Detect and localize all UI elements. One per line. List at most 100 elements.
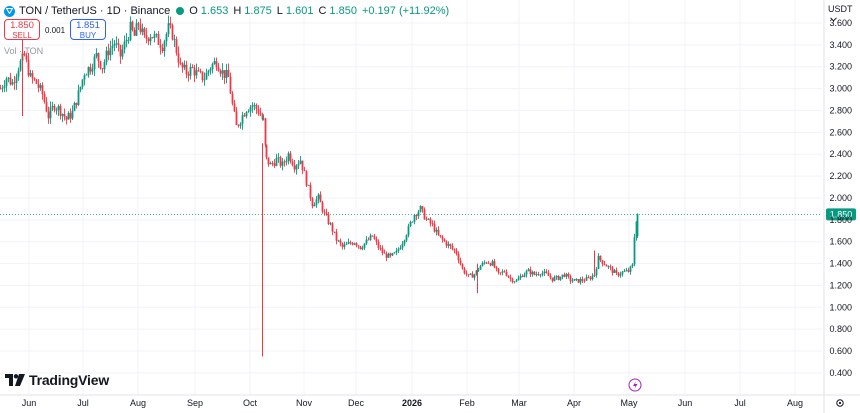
candle-up xyxy=(123,35,126,54)
candle-down xyxy=(261,112,264,121)
x-tick-label: Mar xyxy=(511,398,527,408)
candle-down xyxy=(453,248,456,254)
candle-up xyxy=(633,233,636,267)
candle-down xyxy=(415,214,418,221)
volume-legend[interactable]: Vol · TON xyxy=(4,46,44,56)
y-tick-label: 1.400 xyxy=(829,259,852,269)
y-tick-label: 3.000 xyxy=(829,84,852,94)
candle-down xyxy=(551,277,554,283)
candle-up xyxy=(5,76,8,92)
brand-name: TradingView xyxy=(29,372,110,388)
candle-down xyxy=(601,259,604,267)
candle-down xyxy=(615,267,618,275)
candle-down xyxy=(441,235,444,243)
candle-down xyxy=(177,46,180,68)
candle-up xyxy=(393,251,396,254)
candle-up xyxy=(113,39,116,52)
candle-down xyxy=(257,105,260,116)
sell-price: 1.850 xyxy=(10,20,34,31)
candle-up xyxy=(95,48,98,59)
candle-down xyxy=(23,50,26,57)
candle-down xyxy=(521,274,524,278)
candle-down xyxy=(75,102,78,109)
candle-down xyxy=(157,31,160,46)
x-tick-label: 2026 xyxy=(402,398,422,408)
candle-up xyxy=(183,60,186,70)
candle-down xyxy=(489,262,492,267)
candle-up xyxy=(211,62,214,74)
candle-down xyxy=(197,67,200,72)
candle-down xyxy=(45,97,48,113)
candle-up xyxy=(573,278,576,281)
candle-up xyxy=(413,213,416,225)
candle-down xyxy=(215,57,218,71)
gear-icon[interactable] xyxy=(836,399,844,407)
candle-down xyxy=(545,269,548,274)
candle-up xyxy=(597,253,600,270)
y-tick-label: 0.800 xyxy=(829,324,852,334)
candle-down xyxy=(323,209,326,216)
low-label: L xyxy=(276,5,283,17)
candle-down xyxy=(439,235,442,238)
y-tick-label: 0.600 xyxy=(829,346,852,356)
candle-up xyxy=(491,259,494,266)
candle-up xyxy=(435,227,438,236)
low-value: 1.601 xyxy=(285,5,314,17)
candle-up xyxy=(167,15,170,38)
candle-down xyxy=(425,216,428,222)
sell-button[interactable]: 1.850 SELL xyxy=(4,19,40,40)
candle-down xyxy=(359,246,362,250)
candle-down xyxy=(0,84,2,90)
candle-up xyxy=(221,63,224,80)
y-tick-label: 3.600 xyxy=(829,18,852,28)
candle-down xyxy=(465,270,468,277)
candle-down xyxy=(99,60,102,70)
candle-down xyxy=(385,251,388,262)
currency-selector[interactable]: USDT xyxy=(828,4,860,24)
candle-up xyxy=(517,275,520,281)
time-axis[interactable]: Jun Jul Aug Sep Oct Nov Dec 2026 Feb Mar Apr May Jun… xyxy=(22,398,803,408)
candle-down xyxy=(589,276,592,281)
buy-button[interactable]: 1.851 BUY xyxy=(70,19,106,40)
high-label: H xyxy=(233,5,242,17)
candle-down xyxy=(493,258,496,269)
candle-down xyxy=(379,244,382,251)
tradingview-logo[interactable]: TradingView xyxy=(5,372,109,388)
candle-up xyxy=(395,247,398,256)
candle-down xyxy=(117,38,120,52)
candle-up xyxy=(329,221,332,226)
candle-up xyxy=(555,275,558,280)
candle-down xyxy=(53,103,56,113)
candle-up xyxy=(585,274,588,282)
candle-down xyxy=(609,264,612,271)
candle-up xyxy=(343,241,346,250)
candle-down xyxy=(451,243,454,251)
y-tick-label: 1.000 xyxy=(829,302,852,312)
candle-down xyxy=(89,63,92,75)
candle-up xyxy=(213,57,216,65)
candle-up xyxy=(519,273,522,280)
candle-up xyxy=(629,265,632,275)
candle-up xyxy=(387,252,390,259)
candle-down xyxy=(349,240,352,245)
candle-up xyxy=(125,33,128,48)
candle-up xyxy=(11,79,14,86)
candle-up xyxy=(115,36,118,49)
candle-down xyxy=(371,235,374,237)
price-axis[interactable]: 3.600 3.400 3.200 3.000 2.800 2.600 2.400 2.200… xyxy=(829,18,852,378)
lightning-icon[interactable] xyxy=(628,378,642,392)
candle-down xyxy=(511,277,514,284)
candle-up xyxy=(475,269,478,276)
candle-up xyxy=(565,272,568,279)
candle-up xyxy=(337,239,340,242)
candle-up xyxy=(391,252,394,257)
symbol-title[interactable]: TON / TetherUS · 1D · Binance xyxy=(19,5,171,17)
candle-down xyxy=(459,257,462,266)
candle-up xyxy=(411,221,414,223)
candle-up xyxy=(535,271,538,277)
candle-down xyxy=(13,75,16,90)
candle-up xyxy=(3,80,6,93)
candle-down xyxy=(219,68,222,77)
candle-down xyxy=(31,70,34,84)
